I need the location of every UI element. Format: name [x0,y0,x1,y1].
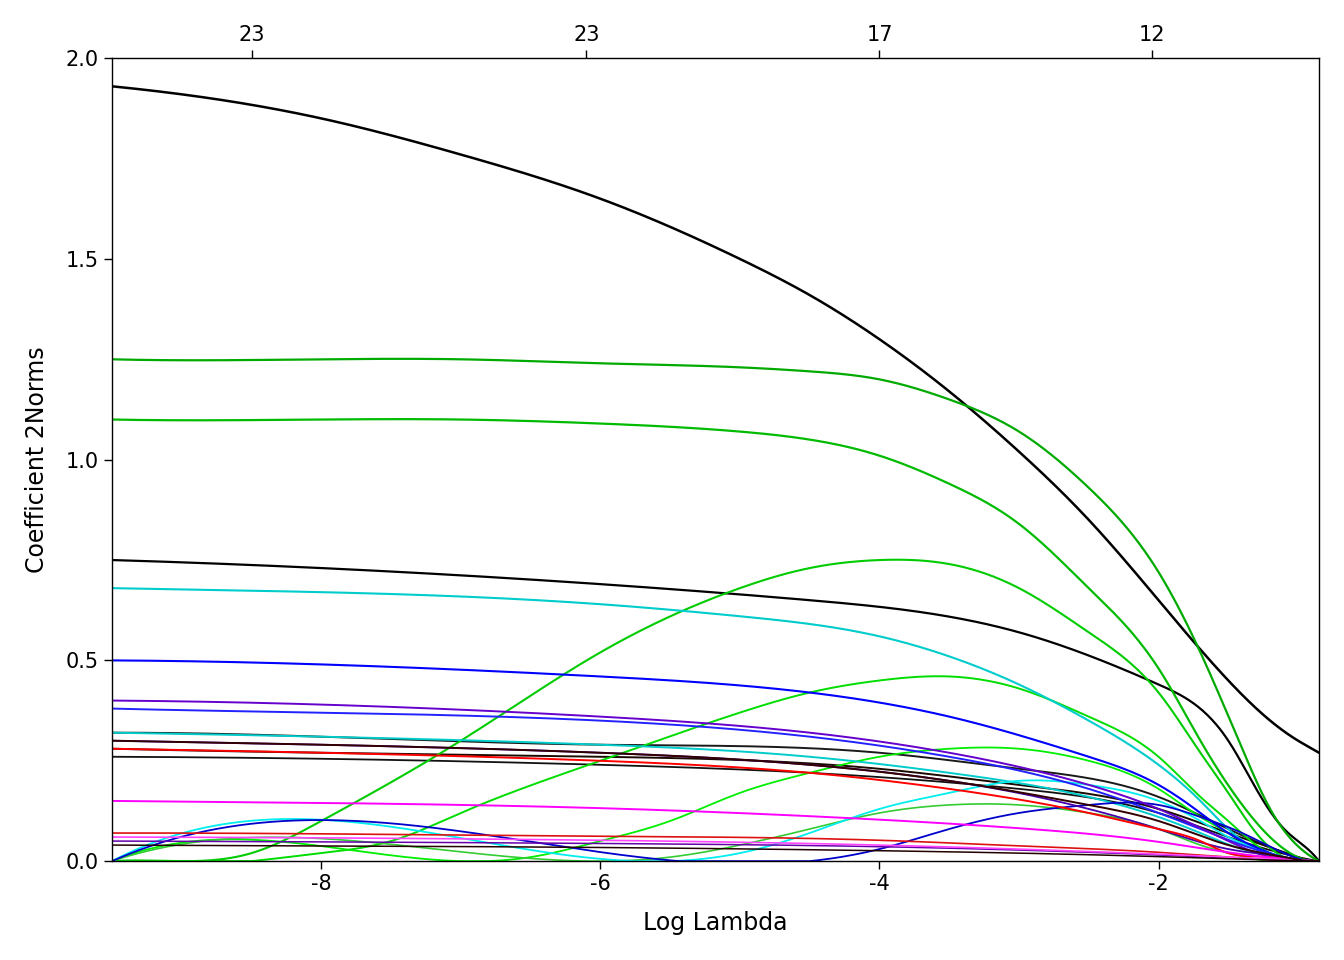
X-axis label: Log Lambda: Log Lambda [644,911,788,935]
Y-axis label: Coefficient 2Norms: Coefficient 2Norms [26,347,48,573]
